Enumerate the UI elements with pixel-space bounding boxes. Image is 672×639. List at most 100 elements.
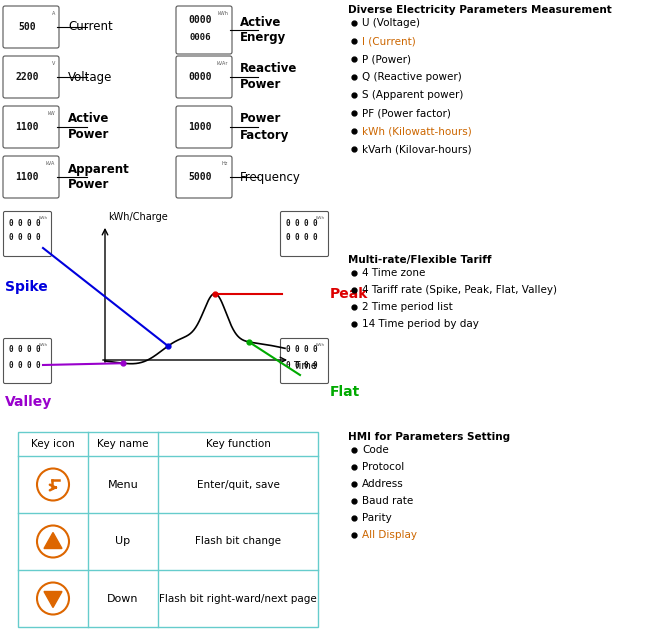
- Text: kVAr: kVAr: [216, 61, 228, 66]
- Text: 0: 0: [36, 360, 40, 369]
- Text: Flash bit change: Flash bit change: [195, 537, 281, 546]
- Text: Enter/quit, save: Enter/quit, save: [197, 479, 280, 489]
- Text: Voltage: Voltage: [68, 70, 112, 84]
- Text: 0: 0: [27, 360, 32, 369]
- Text: Hz: Hz: [222, 161, 228, 166]
- Text: Baud rate: Baud rate: [362, 496, 413, 506]
- Text: 1100: 1100: [15, 122, 38, 132]
- Text: Menu: Menu: [108, 479, 138, 489]
- FancyBboxPatch shape: [3, 339, 52, 383]
- Text: 0: 0: [304, 233, 308, 242]
- Text: Protocol: Protocol: [362, 462, 405, 472]
- Text: Spike: Spike: [5, 280, 48, 294]
- Text: 0: 0: [27, 233, 32, 242]
- Text: 0: 0: [286, 233, 290, 242]
- Text: Active
Power: Active Power: [68, 112, 110, 141]
- Text: Flash bit right-ward/next page: Flash bit right-ward/next page: [159, 594, 317, 603]
- Text: 0: 0: [286, 360, 290, 369]
- FancyBboxPatch shape: [176, 56, 232, 98]
- Text: 0: 0: [286, 219, 290, 227]
- Text: Valley: Valley: [5, 395, 52, 409]
- Text: 0: 0: [312, 219, 317, 227]
- Text: 0: 0: [27, 219, 32, 227]
- Text: 0: 0: [295, 346, 299, 355]
- Text: Multi-rate/Flexible Tariff: Multi-rate/Flexible Tariff: [348, 255, 491, 265]
- Text: kWh/Charge: kWh/Charge: [108, 212, 168, 222]
- FancyBboxPatch shape: [176, 106, 232, 148]
- Text: kWh: kWh: [39, 343, 48, 347]
- Text: 0: 0: [295, 219, 299, 227]
- FancyBboxPatch shape: [280, 212, 329, 256]
- Text: I (Current): I (Current): [362, 36, 416, 46]
- Text: Address: Address: [362, 479, 404, 489]
- Text: Q (Reactive power): Q (Reactive power): [362, 72, 462, 82]
- Bar: [18, 432, 318, 627]
- Text: 0000: 0000: [188, 15, 212, 26]
- Text: 0: 0: [27, 346, 32, 355]
- Text: 0: 0: [304, 219, 308, 227]
- Polygon shape: [44, 532, 62, 548]
- Text: kWh: kWh: [217, 11, 228, 16]
- Text: 0: 0: [295, 233, 299, 242]
- Text: 0: 0: [312, 346, 317, 355]
- Text: Up: Up: [116, 537, 130, 546]
- Text: All Display: All Display: [362, 530, 417, 540]
- Text: 0: 0: [17, 233, 22, 242]
- Text: Code: Code: [362, 445, 388, 455]
- Text: 5000: 5000: [188, 172, 212, 182]
- Text: Down: Down: [108, 594, 138, 603]
- Text: kVarh (Kilovar-hours): kVarh (Kilovar-hours): [362, 144, 472, 154]
- Text: Peak: Peak: [330, 287, 368, 300]
- FancyBboxPatch shape: [3, 106, 59, 148]
- Text: Time: Time: [293, 361, 317, 371]
- Text: A: A: [52, 11, 55, 16]
- Text: 0: 0: [286, 346, 290, 355]
- FancyBboxPatch shape: [3, 6, 59, 48]
- Text: 14 Time period by day: 14 Time period by day: [362, 319, 479, 329]
- Text: 0: 0: [295, 360, 299, 369]
- FancyBboxPatch shape: [3, 56, 59, 98]
- Text: U (Voltage): U (Voltage): [362, 18, 420, 28]
- FancyBboxPatch shape: [280, 339, 329, 383]
- Text: Diverse Electricity Parameters Measurement: Diverse Electricity Parameters Measureme…: [348, 5, 612, 15]
- Text: kVA: kVA: [46, 161, 55, 166]
- Text: 0006: 0006: [189, 33, 210, 42]
- FancyBboxPatch shape: [176, 156, 232, 198]
- Text: 0: 0: [36, 233, 40, 242]
- Text: P (Power): P (Power): [362, 54, 411, 64]
- Text: 0: 0: [304, 360, 308, 369]
- Circle shape: [37, 525, 69, 557]
- Text: 1000: 1000: [188, 122, 212, 132]
- Text: kWh: kWh: [39, 216, 48, 220]
- Text: Current: Current: [68, 20, 113, 33]
- Text: 2 Time period list: 2 Time period list: [362, 302, 453, 312]
- Text: 0: 0: [9, 233, 13, 242]
- Text: 0: 0: [312, 233, 317, 242]
- Circle shape: [37, 468, 69, 500]
- Text: 0: 0: [304, 346, 308, 355]
- Text: Power
Factory: Power Factory: [240, 112, 290, 141]
- Text: Frequency: Frequency: [240, 171, 301, 183]
- Text: HMI for Parameters Setting: HMI for Parameters Setting: [348, 432, 510, 442]
- FancyBboxPatch shape: [3, 212, 52, 256]
- Text: kWh: kWh: [316, 343, 325, 347]
- Text: Active
Energy: Active Energy: [240, 15, 286, 45]
- Text: V: V: [52, 61, 55, 66]
- Text: 1100: 1100: [15, 172, 38, 182]
- Text: 500: 500: [18, 22, 36, 32]
- Text: 0: 0: [17, 219, 22, 227]
- Text: Apparent
Power: Apparent Power: [68, 162, 130, 192]
- Text: 2200: 2200: [15, 72, 38, 82]
- Text: Key icon: Key icon: [31, 439, 75, 449]
- Text: 0: 0: [9, 346, 13, 355]
- Text: kW: kW: [47, 111, 55, 116]
- FancyBboxPatch shape: [3, 156, 59, 198]
- Text: Parity: Parity: [362, 513, 392, 523]
- Text: Key function: Key function: [206, 439, 270, 449]
- Text: 0: 0: [9, 219, 13, 227]
- Text: 4 Time zone: 4 Time zone: [362, 268, 425, 278]
- Text: Reactive
Power: Reactive Power: [240, 63, 298, 91]
- Text: S (Apparent power): S (Apparent power): [362, 90, 464, 100]
- Text: kWh (Kilowatt-hours): kWh (Kilowatt-hours): [362, 126, 472, 136]
- Text: 0: 0: [36, 346, 40, 355]
